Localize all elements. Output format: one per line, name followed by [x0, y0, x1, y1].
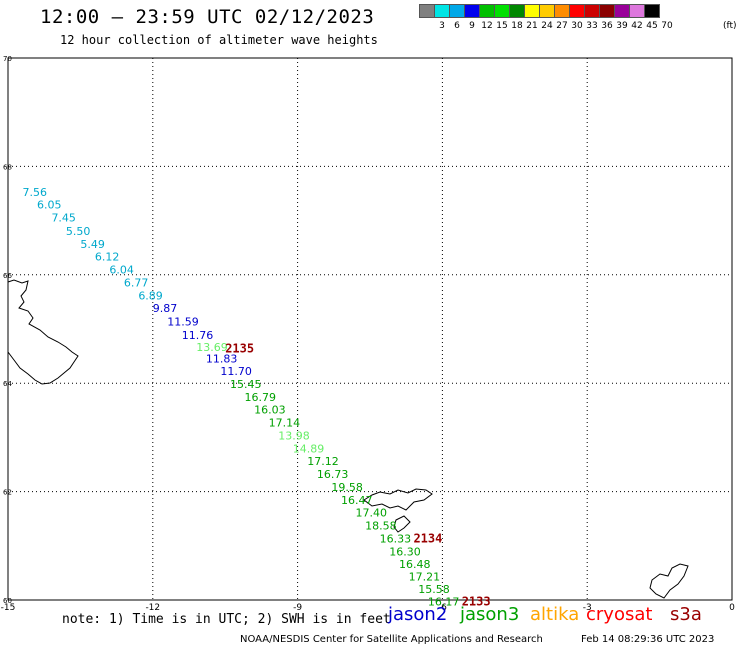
wave-height-value: 16.33 [380, 533, 412, 546]
colorbar-tick-label: 12 [481, 21, 493, 31]
legend-item-cryosat: cryosat [586, 604, 653, 625]
wave-height-value: 11.70 [220, 365, 252, 378]
colorbar-tick-label: 70 [661, 21, 673, 31]
colorbar-tick-label: 9 [469, 21, 475, 31]
shetland-coastline [649, 563, 689, 599]
legend-item-jason3: jason3 [460, 604, 520, 625]
lon-tick-label: -6 [438, 603, 447, 613]
wave-height-value: 6.04 [109, 264, 134, 277]
colorbar-tick-label: 18 [511, 21, 523, 31]
wave-height-value: 11.59 [167, 316, 199, 329]
lon-tick-label: -12 [145, 603, 160, 613]
colorbar-tick-label: 24 [541, 21, 553, 31]
wave-height-value: 15.58 [418, 583, 450, 596]
wave-height-value: 19.58 [331, 481, 363, 494]
lat-tick-label: 70 [3, 55, 12, 63]
wave-height-value: 5.50 [66, 225, 91, 238]
wave-height-value: 17.14 [269, 417, 301, 430]
wave-height-value: 11.83 [206, 353, 238, 366]
colorbar-tick-label: 3 [439, 21, 445, 31]
wave-height-value: 16.03 [254, 404, 286, 417]
wave-height-value: 11.76 [182, 329, 214, 342]
wave-height-value: 15.45 [230, 378, 262, 391]
wave-height-value: 17.12 [307, 455, 339, 468]
wave-height-value: 13.98 [278, 430, 310, 443]
colorbar-ticks: (ft) 3 6 9 12 15 18 21 24 27 30 33 36 39 42 45 70 [420, 21, 740, 33]
wave-height-value: 6.89 [138, 290, 163, 303]
colorbar-tick-label: 27 [556, 21, 568, 31]
pass-time-label: 2134 [413, 532, 442, 546]
wave-height-value: 17.21 [409, 570, 441, 583]
pass-time-label: 2135 [225, 341, 254, 355]
map-title: 12:00 – 23:59 UTC 02/12/2023 [40, 6, 375, 28]
pass-time-label: 2133 [462, 594, 491, 608]
colorbar-tick-label: 39 [616, 21, 628, 31]
wave-height-value: 16.17 [428, 595, 460, 608]
wave-height-value: 18.58 [365, 520, 397, 533]
colorbar-swatch [644, 4, 660, 18]
map-subtitle: 12 hour collection of altimeter wave hei… [60, 33, 378, 47]
colorbar-tick-label: 21 [526, 21, 538, 31]
wave-height-value: 6.05 [37, 199, 62, 212]
legend-item-altika: altika [530, 604, 580, 625]
wave-height-value: 16.79 [245, 391, 276, 404]
legend-item-s3a: s3a [670, 604, 702, 625]
colorbar-tick-label: 6 [454, 21, 460, 31]
iceland-coastline [7, 279, 79, 385]
legend-item-jason2: jason2 [388, 604, 448, 625]
wave-height-value: 14.89 [293, 443, 325, 456]
wave-height-value: 7.45 [51, 212, 76, 225]
lat-tick-label: 66 [3, 272, 12, 280]
wave-height-value: 6.77 [124, 277, 149, 290]
colorbar-tick-label: 45 [646, 21, 658, 31]
wave-height-value: 17.40 [356, 507, 388, 520]
lat-tick-label: 60 [3, 597, 12, 605]
colorbar-tick-label: 15 [496, 21, 508, 31]
footer-note: note: 1) Time is in UTC; 2) SWH is in fe… [62, 612, 391, 627]
colorbar-tick-label: 42 [631, 21, 643, 31]
faroe-islands-coastline [393, 515, 411, 533]
colorbar-tick-label: 30 [571, 21, 583, 31]
wave-height-value: 7.56 [22, 186, 47, 199]
wave-height-value: 16.48 [399, 558, 431, 571]
lat-tick-label: 62 [3, 489, 12, 497]
lat-tick-label: 68 [3, 163, 12, 171]
generated-timestamp: Feb 14 08:29:36 UTC 2023 [581, 634, 715, 645]
colorbar-tick-label: 33 [586, 21, 598, 31]
colorbar [419, 4, 660, 18]
wave-height-value: 16.30 [389, 546, 421, 559]
lon-tick-label: -3 [583, 603, 592, 613]
wave-height-value: 5.49 [80, 238, 105, 251]
wave-height-value: 16.47 [341, 494, 373, 507]
colorbar-tick-label: 36 [601, 21, 613, 31]
lat-tick-label: 64 [3, 380, 12, 388]
lon-tick-label: -9 [293, 603, 302, 613]
colorbar-unit: (ft) [723, 21, 737, 31]
lon-tick-label: 0 [729, 603, 735, 613]
lon-tick-label: -15 [1, 603, 16, 613]
wave-height-value: 6.12 [95, 251, 120, 264]
faroe-islands-coastline [363, 488, 433, 511]
wave-height-value: 13.69 [196, 341, 228, 354]
wave-height-value: 16.73 [317, 468, 349, 481]
wave-height-value: 9.87 [153, 302, 178, 315]
credit-text: NOAA/NESDIS Center for Satellite Applica… [240, 634, 543, 645]
